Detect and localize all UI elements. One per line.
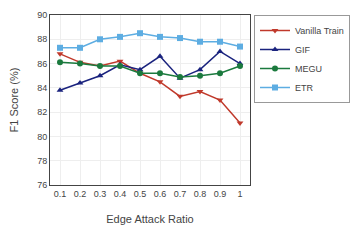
svg-text:GIF: GIF [295, 45, 311, 55]
svg-text:78: 78 [37, 156, 47, 166]
svg-text:0.8: 0.8 [194, 189, 207, 199]
svg-text:82: 82 [37, 107, 47, 117]
svg-text:90: 90 [37, 10, 47, 20]
svg-text:F1 Score (%): F1 Score (%) [8, 68, 20, 133]
svg-text:0.5: 0.5 [134, 189, 147, 199]
svg-text:ETR: ETR [295, 83, 314, 93]
svg-text:76: 76 [37, 180, 47, 190]
svg-text:88: 88 [37, 34, 47, 44]
svg-text:Vanilla Train: Vanilla Train [295, 26, 344, 36]
svg-text:0.7: 0.7 [174, 189, 187, 199]
svg-text:1: 1 [237, 189, 242, 199]
svg-text:0.9: 0.9 [214, 189, 227, 199]
svg-text:0.4: 0.4 [114, 189, 127, 199]
svg-text:0.3: 0.3 [94, 189, 107, 199]
svg-text:0.6: 0.6 [154, 189, 167, 199]
svg-text:Edge Attack Ratio: Edge Attack Ratio [106, 213, 193, 225]
svg-text:0.2: 0.2 [74, 189, 87, 199]
svg-text:84: 84 [37, 83, 47, 93]
svg-text:86: 86 [37, 59, 47, 69]
svg-text:MEGU: MEGU [295, 64, 322, 74]
svg-text:80: 80 [37, 132, 47, 142]
svg-text:0.1: 0.1 [54, 189, 67, 199]
